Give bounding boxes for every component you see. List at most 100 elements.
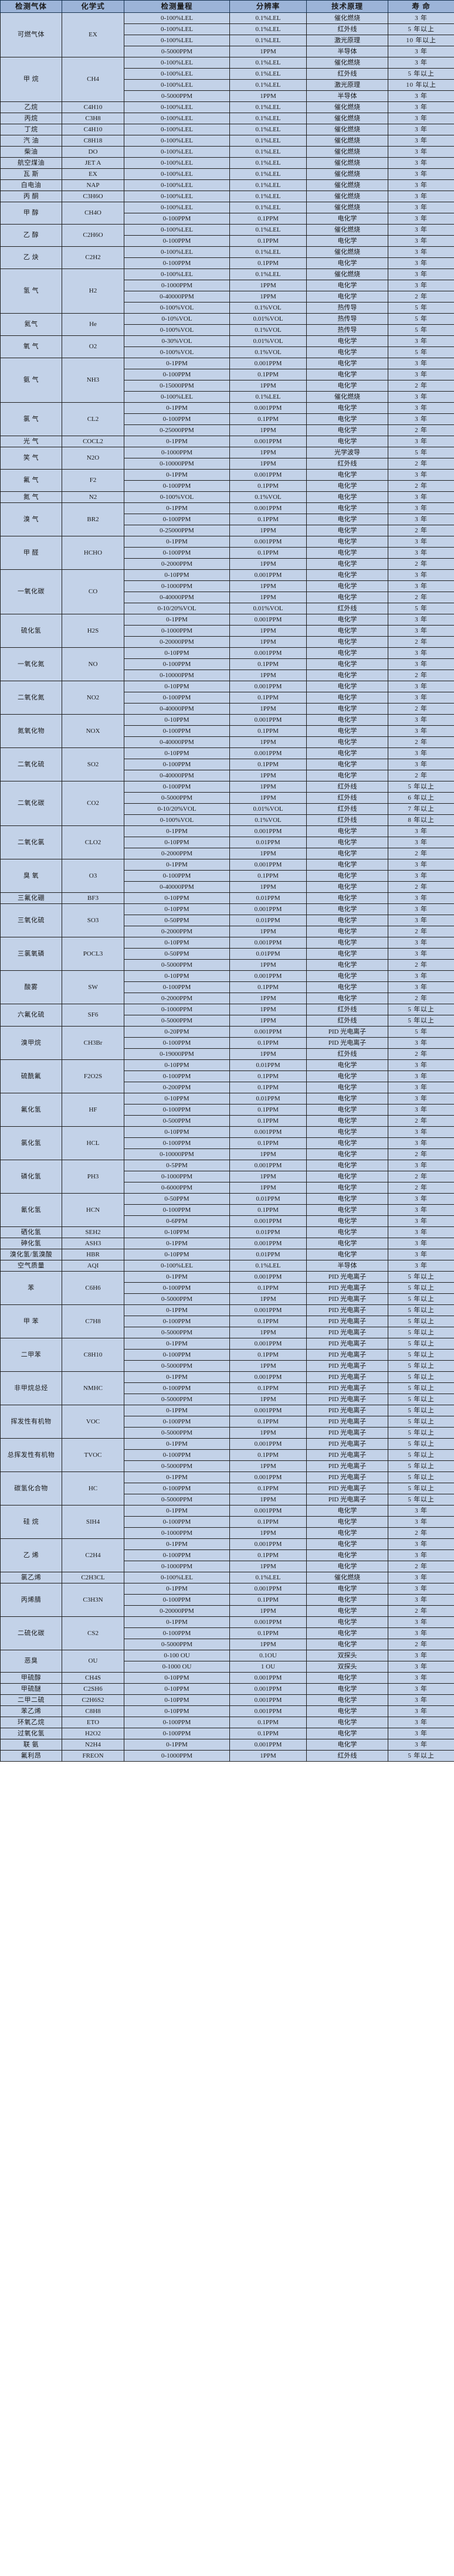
table-row: 臭 氧 O3 0-1PPM 0.001PPM 电化学 3 年 [0,859,454,893]
cell-detection-range: 0-1000PPM [124,580,230,592]
cell-technology: 电化学 [306,1059,388,1071]
cell-gas-name: 空气质量 [0,1260,62,1272]
cell-technology: 催化燃烧 [306,157,388,169]
cell-gas-name: 甲硫醇 [0,1672,62,1684]
cell-resolution: 1PPM [229,1327,307,1338]
cell-resolution: 1PPM [229,1494,307,1506]
cell-resolution: 1PPM [229,781,307,793]
table-row: 氟化氢 HF 0-10PPM 0.01PPM 电化学 3 年 [0,1093,454,1127]
cell-detection-range: 0-10PPM [124,892,230,904]
cell-technology: 电化学 [306,491,388,503]
cell-detection-range: 0-1PPM [124,825,230,837]
cell-service-life: 3 年 [388,614,454,626]
cell-detection-range: 0-100%LEL [124,35,230,46]
cell-service-life: 3 年 [388,335,454,347]
cell-resolution: 0.001PPM [229,1405,307,1416]
cell-detection-range: 0-5000PPM [124,1360,230,1372]
cell-gas-name: 硫酰氟 [0,1059,62,1093]
cell-service-life: 3 年 [388,903,454,915]
cell-resolution: 0.001PPM [229,903,307,915]
cell-resolution: 1PPM [229,1182,307,1194]
cell-service-life: 3 年 [388,1137,454,1149]
cell-detection-range: 0-100%LEL [124,224,230,236]
cell-resolution: 1PPM [229,458,307,470]
cell-detection-range: 0-100%LEL [124,124,230,135]
cell-technology: PID 光电离子 [306,1394,388,1405]
cell-chemical-formula: NH3 [62,358,124,403]
gas-specification-table: 检测气体 化学式 检测量程 分辨率 技术原理 寿 命 可燃气体 EX 0-100%L… [0,0,454,1762]
cell-service-life: 5 年以上 [388,1416,454,1428]
cell-resolution: 0.001PPM [229,469,307,481]
cell-technology: 电化学 [306,469,388,481]
cell-service-life: 3 年 [388,1037,454,1049]
cell-gas-name: 甲 醇 [0,202,62,225]
cell-technology: 电化学 [306,870,388,882]
cell-detection-range: 0-1PPM [124,1271,230,1283]
cell-service-life: 6 年以上 [388,792,454,804]
cell-technology: PID 光电离子 [306,1438,388,1450]
cell-detection-range: 0-1000PPM [124,1171,230,1182]
cell-technology: PID 光电离子 [306,1271,388,1283]
cell-technology: PID 光电离子 [306,1349,388,1361]
cell-detection-range: 0-10PPM [124,970,230,982]
cell-gas-name: 可燃气体 [0,12,62,57]
cell-chemical-formula: C8H18 [62,135,124,147]
table-row: 甲 烷 CH4 0-100%LEL 0.1%LEL 催化燃烧 3 年 [0,57,454,102]
cell-resolution: 0.001PPM [229,1338,307,1350]
cell-service-life: 5 年以上 [388,1471,454,1483]
table-row: 0-5000PPM 1PPM PID 光电离子 5 年以上 [1,1327,454,1338]
cell-resolution: 1 OU [229,1661,307,1673]
cell-gas-name: 乙 炔 [0,246,62,269]
cell-detection-range: 0-6000PPM [124,1182,230,1194]
cell-service-life: 5 年以上 [388,1004,454,1015]
cell-resolution: 0.1%LEL [229,12,307,24]
table-row: 0-100PPM 0.1PPM PID 光电离子 3 年 [1,1037,454,1049]
cell-detection-range: 0-5000PPM [124,1327,230,1338]
table-row: 0-100PPM 0.1PPM 电化学 3 年 [1,692,454,704]
cell-resolution: 0.1%LEL [229,113,307,124]
cell-resolution: 0.01%VOL [229,803,307,815]
cell-service-life: 3 年 [388,747,454,759]
table-row: 0-100PPM 0.1PPM 电化学 3 年 [1,257,454,269]
cell-service-life: 10 年以上 [388,79,454,91]
cell-detection-range: 0-100PPM [124,1728,230,1739]
cell-service-life: 3 年 [388,1204,454,1216]
cell-technology: 催化燃烧 [306,179,388,191]
cell-resolution: 1PPM [229,1171,307,1182]
cell-detection-range: 0-1PPM [124,469,230,481]
cell-resolution: 1PPM [229,580,307,592]
cell-chemical-formula: C3H6O [62,191,124,202]
cell-chemical-formula: C2H6S2 [62,1694,124,1706]
cell-detection-range: 0-10PPM [124,1694,230,1706]
cell-chemical-formula: C2H2 [62,246,124,269]
cell-technology: 电化学 [306,937,388,949]
cell-technology: 电化学 [306,848,388,859]
cell-detection-range: 0-2000PPM [124,558,230,570]
cell-gas-name: 臭 氧 [0,859,62,893]
cell-resolution: 0.1PPM [229,413,307,425]
cell-service-life: 3 年 [388,1583,454,1595]
cell-technology: PID 光电离子 [306,1449,388,1461]
cell-service-life: 5 年以上 [388,68,454,80]
cell-detection-range: 0-100%LEL [124,135,230,147]
cell-detection-range: 0-25000PPM [124,424,230,436]
cell-gas-name: 三氯氧磷 [0,937,62,971]
cell-service-life: 2 年 [388,670,454,681]
cell-gas-name: 环氧乙烷 [0,1717,62,1728]
cell-chemical-formula: CL2 [62,402,124,436]
cell-service-life: 2 年 [388,592,454,603]
cell-resolution: 0.1%VOL [229,346,307,358]
table-row: 笑 气 N2O 0-1000PPM 1PPM 光学波导 5 年 [0,447,454,470]
cell-chemical-formula: O2 [62,335,124,358]
cell-technology: 电化学 [306,1717,388,1728]
table-row: 0-40000PPM 1PPM 电化学 2 年 [1,770,454,781]
cell-resolution: 0.001PPM [229,1739,307,1751]
column-header-technology: 技术原理 [306,0,388,13]
cell-service-life: 5 年以上 [388,1394,454,1405]
cell-detection-range: 0-1PPM [124,1438,230,1450]
table-row: 0-10000PPM 1PPM 红外线 2 年 [1,458,454,470]
cell-chemical-formula: CS2 [62,1616,124,1650]
table-row: 0-40000PPM 1PPM 电化学 2 年 [1,736,454,748]
cell-service-life: 3 年 [388,625,454,637]
cell-service-life: 3 年 [388,402,454,414]
